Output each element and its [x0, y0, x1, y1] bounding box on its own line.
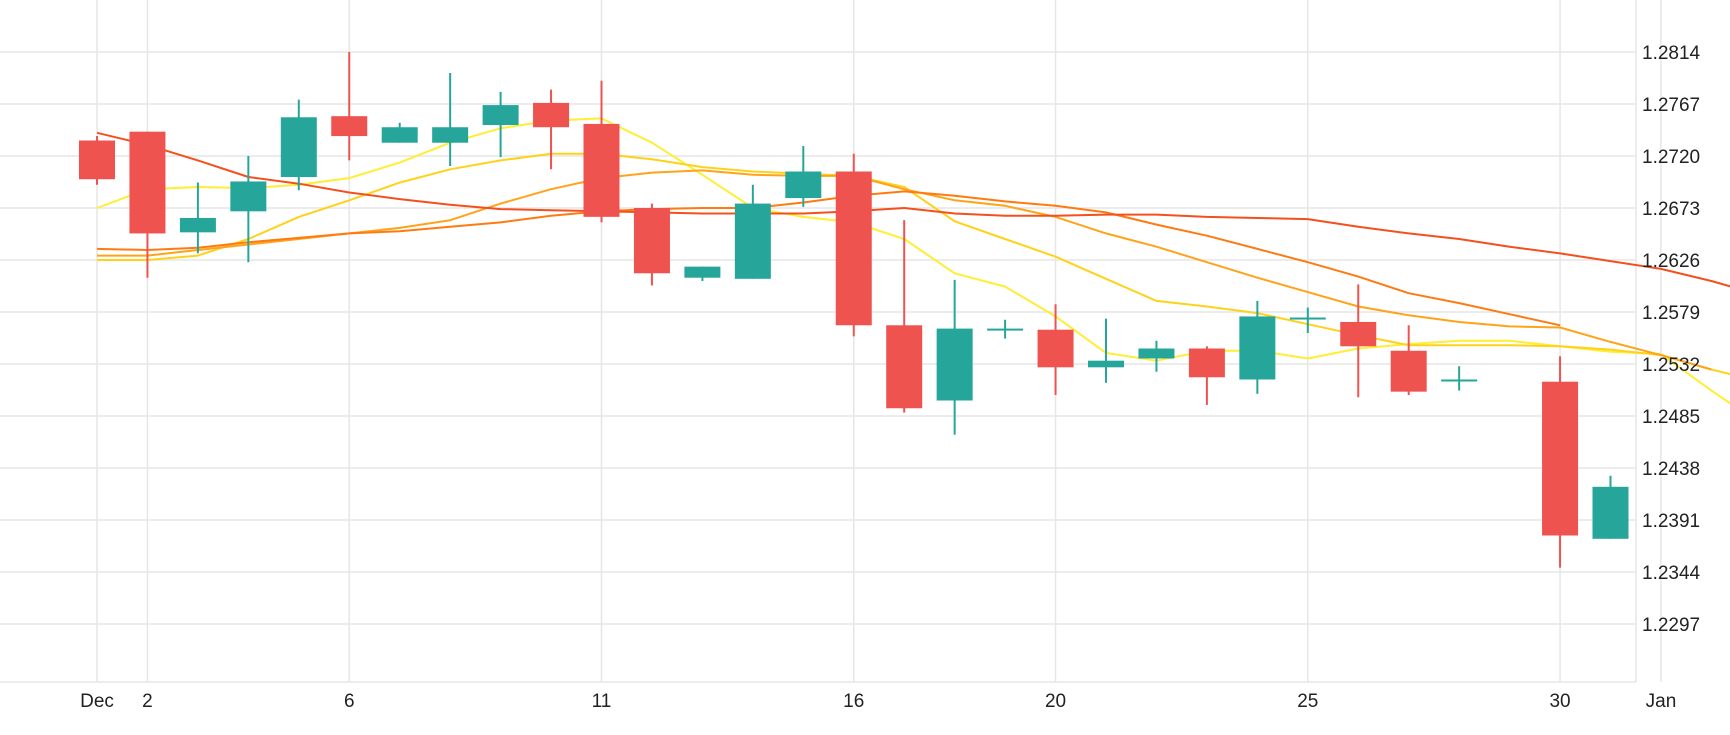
candle — [1138, 340, 1175, 372]
candle-body — [734, 203, 771, 279]
x-tick-label: 2 — [142, 691, 153, 712]
candle — [1289, 307, 1326, 334]
y-tick-label: 1.2579 — [1642, 303, 1700, 324]
candle — [280, 99, 317, 191]
moving-average-line-1 — [96, 117, 1730, 405]
candle-body — [886, 325, 923, 409]
candle — [987, 319, 1024, 339]
candle — [1592, 475, 1629, 539]
x-tick-label: Jan — [1646, 691, 1677, 712]
y-tick-label: 1.2532 — [1642, 355, 1700, 376]
candle — [79, 136, 115, 185]
candle — [684, 266, 721, 282]
x-tick-label: Dec — [80, 691, 114, 712]
x-tick-label: 20 — [1045, 691, 1066, 712]
candle — [1441, 366, 1478, 391]
moving-average-line-4 — [96, 190, 1561, 327]
candle — [381, 122, 418, 143]
candle — [886, 220, 923, 413]
y-tick-label: 1.2626 — [1642, 251, 1700, 272]
candle-body — [987, 328, 1024, 331]
candle-body — [583, 123, 620, 217]
candle-body — [179, 217, 216, 233]
y-tick-label: 1.2297 — [1642, 615, 1700, 636]
candle — [1542, 356, 1579, 568]
candle-body — [1088, 360, 1124, 368]
y-tick-label: 1.2720 — [1642, 147, 1700, 168]
candle-body — [482, 105, 519, 126]
moving-average-line-2 — [97, 152, 1730, 376]
candle — [179, 182, 216, 254]
candle — [734, 184, 771, 279]
candle-body — [230, 181, 267, 212]
candle-body — [633, 208, 670, 274]
y-tick-label: 1.2344 — [1642, 563, 1701, 584]
candle-body — [381, 127, 418, 143]
candle-body — [1542, 381, 1579, 536]
moving-average-line-3 — [97, 169, 1712, 371]
candle-body — [835, 171, 872, 326]
candle — [1239, 300, 1276, 394]
candle — [1037, 304, 1074, 395]
x-tick-label: 6 — [344, 691, 355, 712]
candle — [432, 73, 469, 166]
candle — [785, 146, 822, 207]
grid — [0, 0, 1662, 683]
candle-body — [1037, 329, 1074, 368]
candle — [129, 131, 166, 278]
candle-body — [79, 140, 115, 180]
candle — [1188, 346, 1225, 405]
candle — [533, 89, 570, 170]
candle — [331, 52, 368, 161]
y-tick-label: 1.2438 — [1642, 459, 1700, 480]
candle-body — [684, 266, 721, 278]
candle-body — [280, 117, 317, 178]
y-tick-label: 1.2673 — [1642, 199, 1700, 220]
candle-body — [1592, 486, 1629, 539]
candle-body — [785, 171, 822, 199]
candle-body — [1188, 348, 1225, 378]
candle-body — [936, 328, 973, 401]
candle-body — [1340, 321, 1377, 347]
candle-body — [1239, 316, 1276, 380]
x-tick-label: 11 — [592, 691, 612, 712]
moving-average-line-5 — [96, 131, 1730, 288]
candle — [583, 80, 620, 223]
candle-body — [1289, 317, 1326, 320]
axes: 1.2814 1.2767 1.2720 1.2673 1.2626 1.2579 1.25… — [80, 43, 1701, 712]
candle-body — [129, 131, 166, 234]
candle — [936, 279, 973, 435]
candle-body — [432, 127, 469, 143]
x-tick-label: 16 — [843, 691, 864, 712]
y-tick-label: 1.2767 — [1642, 95, 1700, 116]
candle-body — [331, 116, 368, 137]
candle-body — [533, 102, 570, 128]
candles — [79, 52, 1629, 568]
y-tick-label: 1.2814 — [1642, 43, 1701, 64]
y-tick-label: 1.2391 — [1642, 511, 1700, 532]
candle — [482, 91, 519, 158]
candle — [835, 153, 872, 337]
candle — [1390, 325, 1427, 395]
candle — [1340, 284, 1377, 398]
candle — [633, 203, 670, 286]
candle — [1088, 318, 1124, 383]
x-tick-label: 30 — [1549, 691, 1570, 712]
candle-body — [1138, 348, 1175, 359]
moving-averages — [96, 117, 1730, 405]
candle-body — [1441, 379, 1478, 382]
candle — [230, 156, 267, 263]
candle-body — [1390, 350, 1427, 392]
x-tick-label: 25 — [1297, 691, 1318, 712]
y-tick-label: 1.2485 — [1642, 407, 1700, 428]
